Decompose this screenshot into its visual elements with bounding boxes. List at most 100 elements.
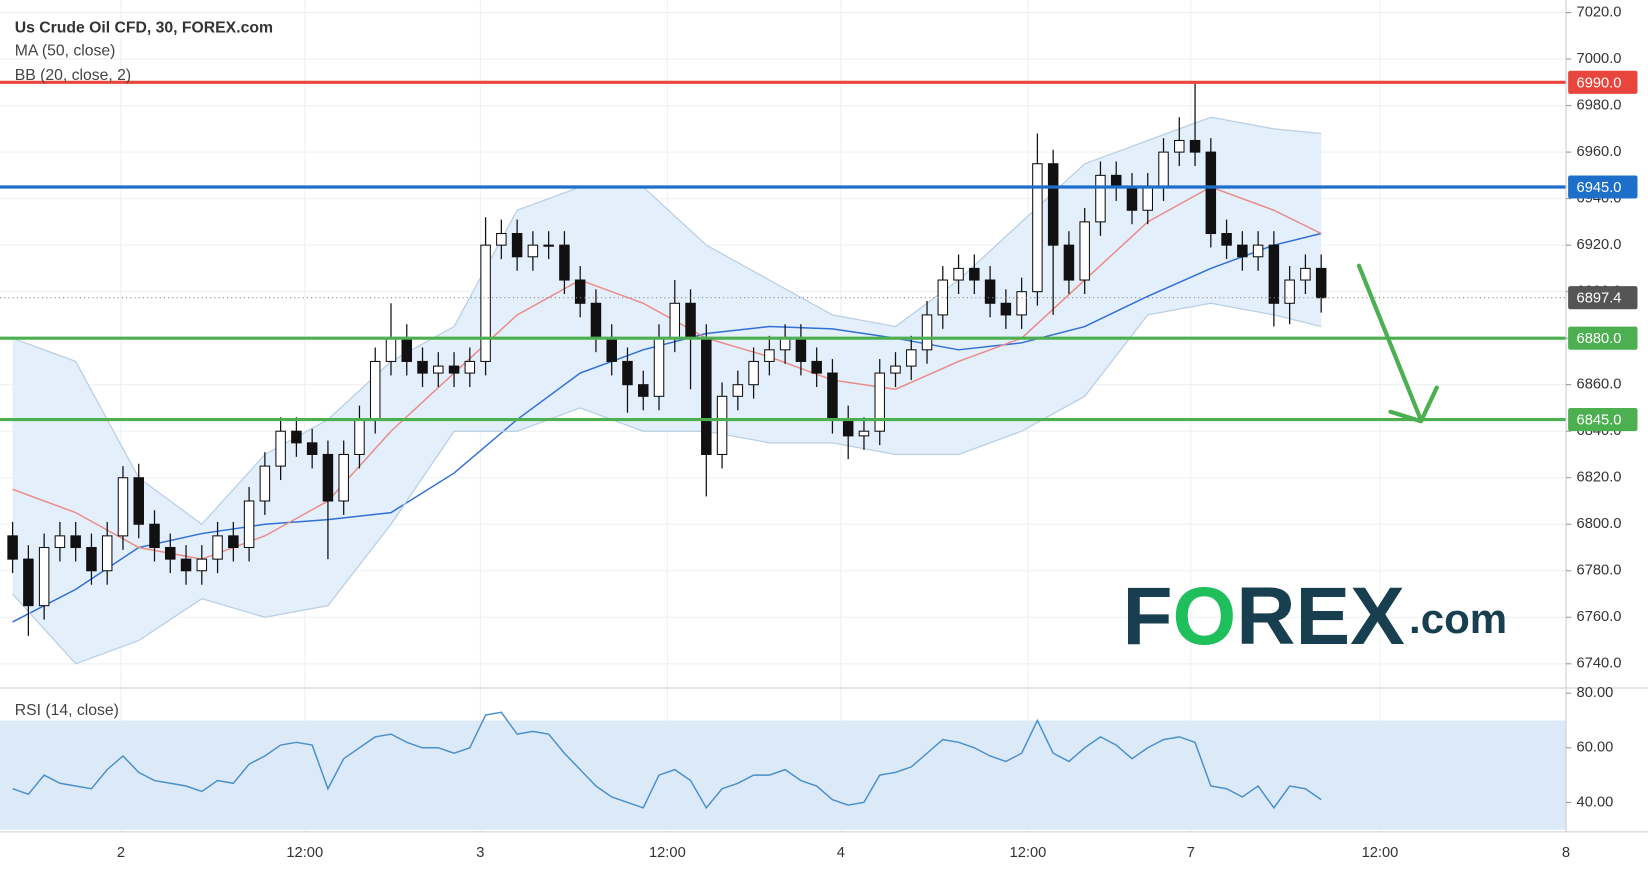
rsi-line bbox=[12, 711, 1322, 810]
candle-body bbox=[827, 372, 838, 421]
y-tick-label: 6800.0 bbox=[1577, 516, 1622, 532]
candle-body bbox=[464, 360, 476, 374]
logo: FOREX .com bbox=[1122, 570, 1507, 661]
candle-body bbox=[149, 523, 160, 549]
candle-body bbox=[1237, 244, 1248, 258]
candle-body bbox=[1315, 267, 1327, 299]
candle-body bbox=[874, 372, 885, 432]
candle-body bbox=[448, 365, 460, 374]
level-tag bbox=[1568, 408, 1638, 432]
candle-body bbox=[7, 535, 18, 560]
last-price-tag bbox=[1568, 286, 1638, 310]
candle-body bbox=[1189, 139, 1201, 153]
candle-body bbox=[779, 337, 791, 351]
candle-body bbox=[1268, 244, 1280, 304]
y-tick-label: 6860.0 bbox=[1577, 377, 1622, 393]
logo-part: O bbox=[1173, 570, 1237, 661]
candle-body bbox=[401, 337, 413, 362]
candle-body bbox=[795, 337, 807, 362]
logo-part: REX bbox=[1236, 570, 1405, 661]
x-tick-label: 12:00 bbox=[286, 845, 323, 861]
candle-body bbox=[180, 558, 192, 572]
candle-body bbox=[259, 465, 271, 502]
level-label: 6880.0 bbox=[1577, 331, 1622, 347]
level-label: 6845.0 bbox=[1577, 413, 1622, 429]
candle-body bbox=[228, 535, 239, 549]
bollinger-lower bbox=[12, 302, 1322, 665]
candle-body bbox=[496, 232, 507, 246]
candle-body bbox=[275, 430, 286, 467]
candle-body bbox=[38, 546, 50, 607]
legend-entry: MA (50, close) bbox=[15, 43, 116, 60]
candle-body bbox=[165, 546, 176, 560]
candle-body bbox=[921, 314, 933, 351]
legend-entry: BB (20, close, 2) bbox=[15, 67, 131, 84]
logo-part: .com bbox=[1409, 595, 1507, 642]
candle-body bbox=[291, 430, 302, 444]
candle-body bbox=[685, 302, 696, 339]
candle-body bbox=[385, 337, 397, 362]
candle-body bbox=[842, 419, 854, 437]
y-tick-label: 6920.0 bbox=[1577, 237, 1622, 253]
candle-body bbox=[1300, 267, 1311, 281]
candle-body bbox=[133, 477, 144, 525]
candle-body bbox=[764, 349, 775, 362]
y-tick-label: 7020.0 bbox=[1577, 4, 1622, 20]
candle-body bbox=[732, 384, 744, 397]
candle-body bbox=[1284, 279, 1295, 304]
candle-body bbox=[701, 337, 712, 455]
candle-body bbox=[70, 535, 81, 549]
candle-body bbox=[559, 244, 570, 281]
y-tick-label: 6820.0 bbox=[1577, 470, 1622, 486]
candle-body bbox=[54, 535, 66, 549]
candle-body bbox=[1000, 302, 1012, 316]
candle-body bbox=[1032, 163, 1043, 293]
candle-body bbox=[1079, 221, 1090, 281]
candle-body bbox=[1205, 151, 1217, 235]
y-tick-label: 40.00 bbox=[1577, 794, 1614, 810]
x-tick-label: 8 bbox=[1562, 845, 1570, 861]
candle-body bbox=[1126, 186, 1138, 211]
candle-body bbox=[306, 442, 318, 455]
last-price-label: 6897.4 bbox=[1577, 291, 1622, 307]
candle-body bbox=[212, 535, 223, 560]
candle-body bbox=[322, 453, 334, 502]
y-tick-label: 60.00 bbox=[1577, 740, 1614, 756]
logo-part: F bbox=[1122, 570, 1172, 661]
candle-body bbox=[1047, 163, 1059, 246]
candle-body bbox=[890, 365, 901, 374]
candle-body bbox=[543, 244, 554, 247]
candle-body bbox=[369, 360, 381, 421]
pane-title: RSI (14, close) bbox=[15, 702, 119, 719]
level-label: 6990.0 bbox=[1577, 75, 1622, 91]
y-tick-label: 6960.0 bbox=[1577, 144, 1622, 160]
x-tick-label: 12:00 bbox=[1010, 845, 1047, 861]
candle-body bbox=[984, 279, 996, 304]
bollinger-upper bbox=[12, 116, 1322, 526]
y-tick-label: 7000.0 bbox=[1577, 51, 1622, 67]
candle-body bbox=[417, 360, 428, 374]
trend-arrow bbox=[1356, 263, 1424, 423]
candle-body bbox=[906, 349, 917, 367]
level-tag bbox=[1568, 326, 1638, 350]
candle-body bbox=[527, 244, 539, 258]
candle-body bbox=[511, 232, 523, 258]
candle-body bbox=[1221, 232, 1232, 246]
candle-body bbox=[953, 267, 964, 281]
candle-body bbox=[653, 337, 665, 397]
candle-body bbox=[1110, 174, 1122, 188]
candle-body bbox=[574, 279, 586, 304]
x-tick-label: 3 bbox=[476, 845, 484, 861]
level-tag bbox=[1568, 175, 1638, 199]
y-tick-label: 6980.0 bbox=[1577, 97, 1622, 113]
candle-body bbox=[1095, 174, 1106, 223]
level-tag bbox=[1568, 70, 1638, 94]
y-tick-label: 6740.0 bbox=[1577, 656, 1622, 672]
candle-body bbox=[243, 500, 255, 549]
candle-body bbox=[1252, 244, 1264, 258]
x-tick-label: 7 bbox=[1187, 845, 1195, 861]
candle-body bbox=[622, 360, 633, 386]
candle-body bbox=[23, 558, 34, 607]
candle-body bbox=[858, 430, 870, 437]
candle-body bbox=[1158, 151, 1169, 188]
